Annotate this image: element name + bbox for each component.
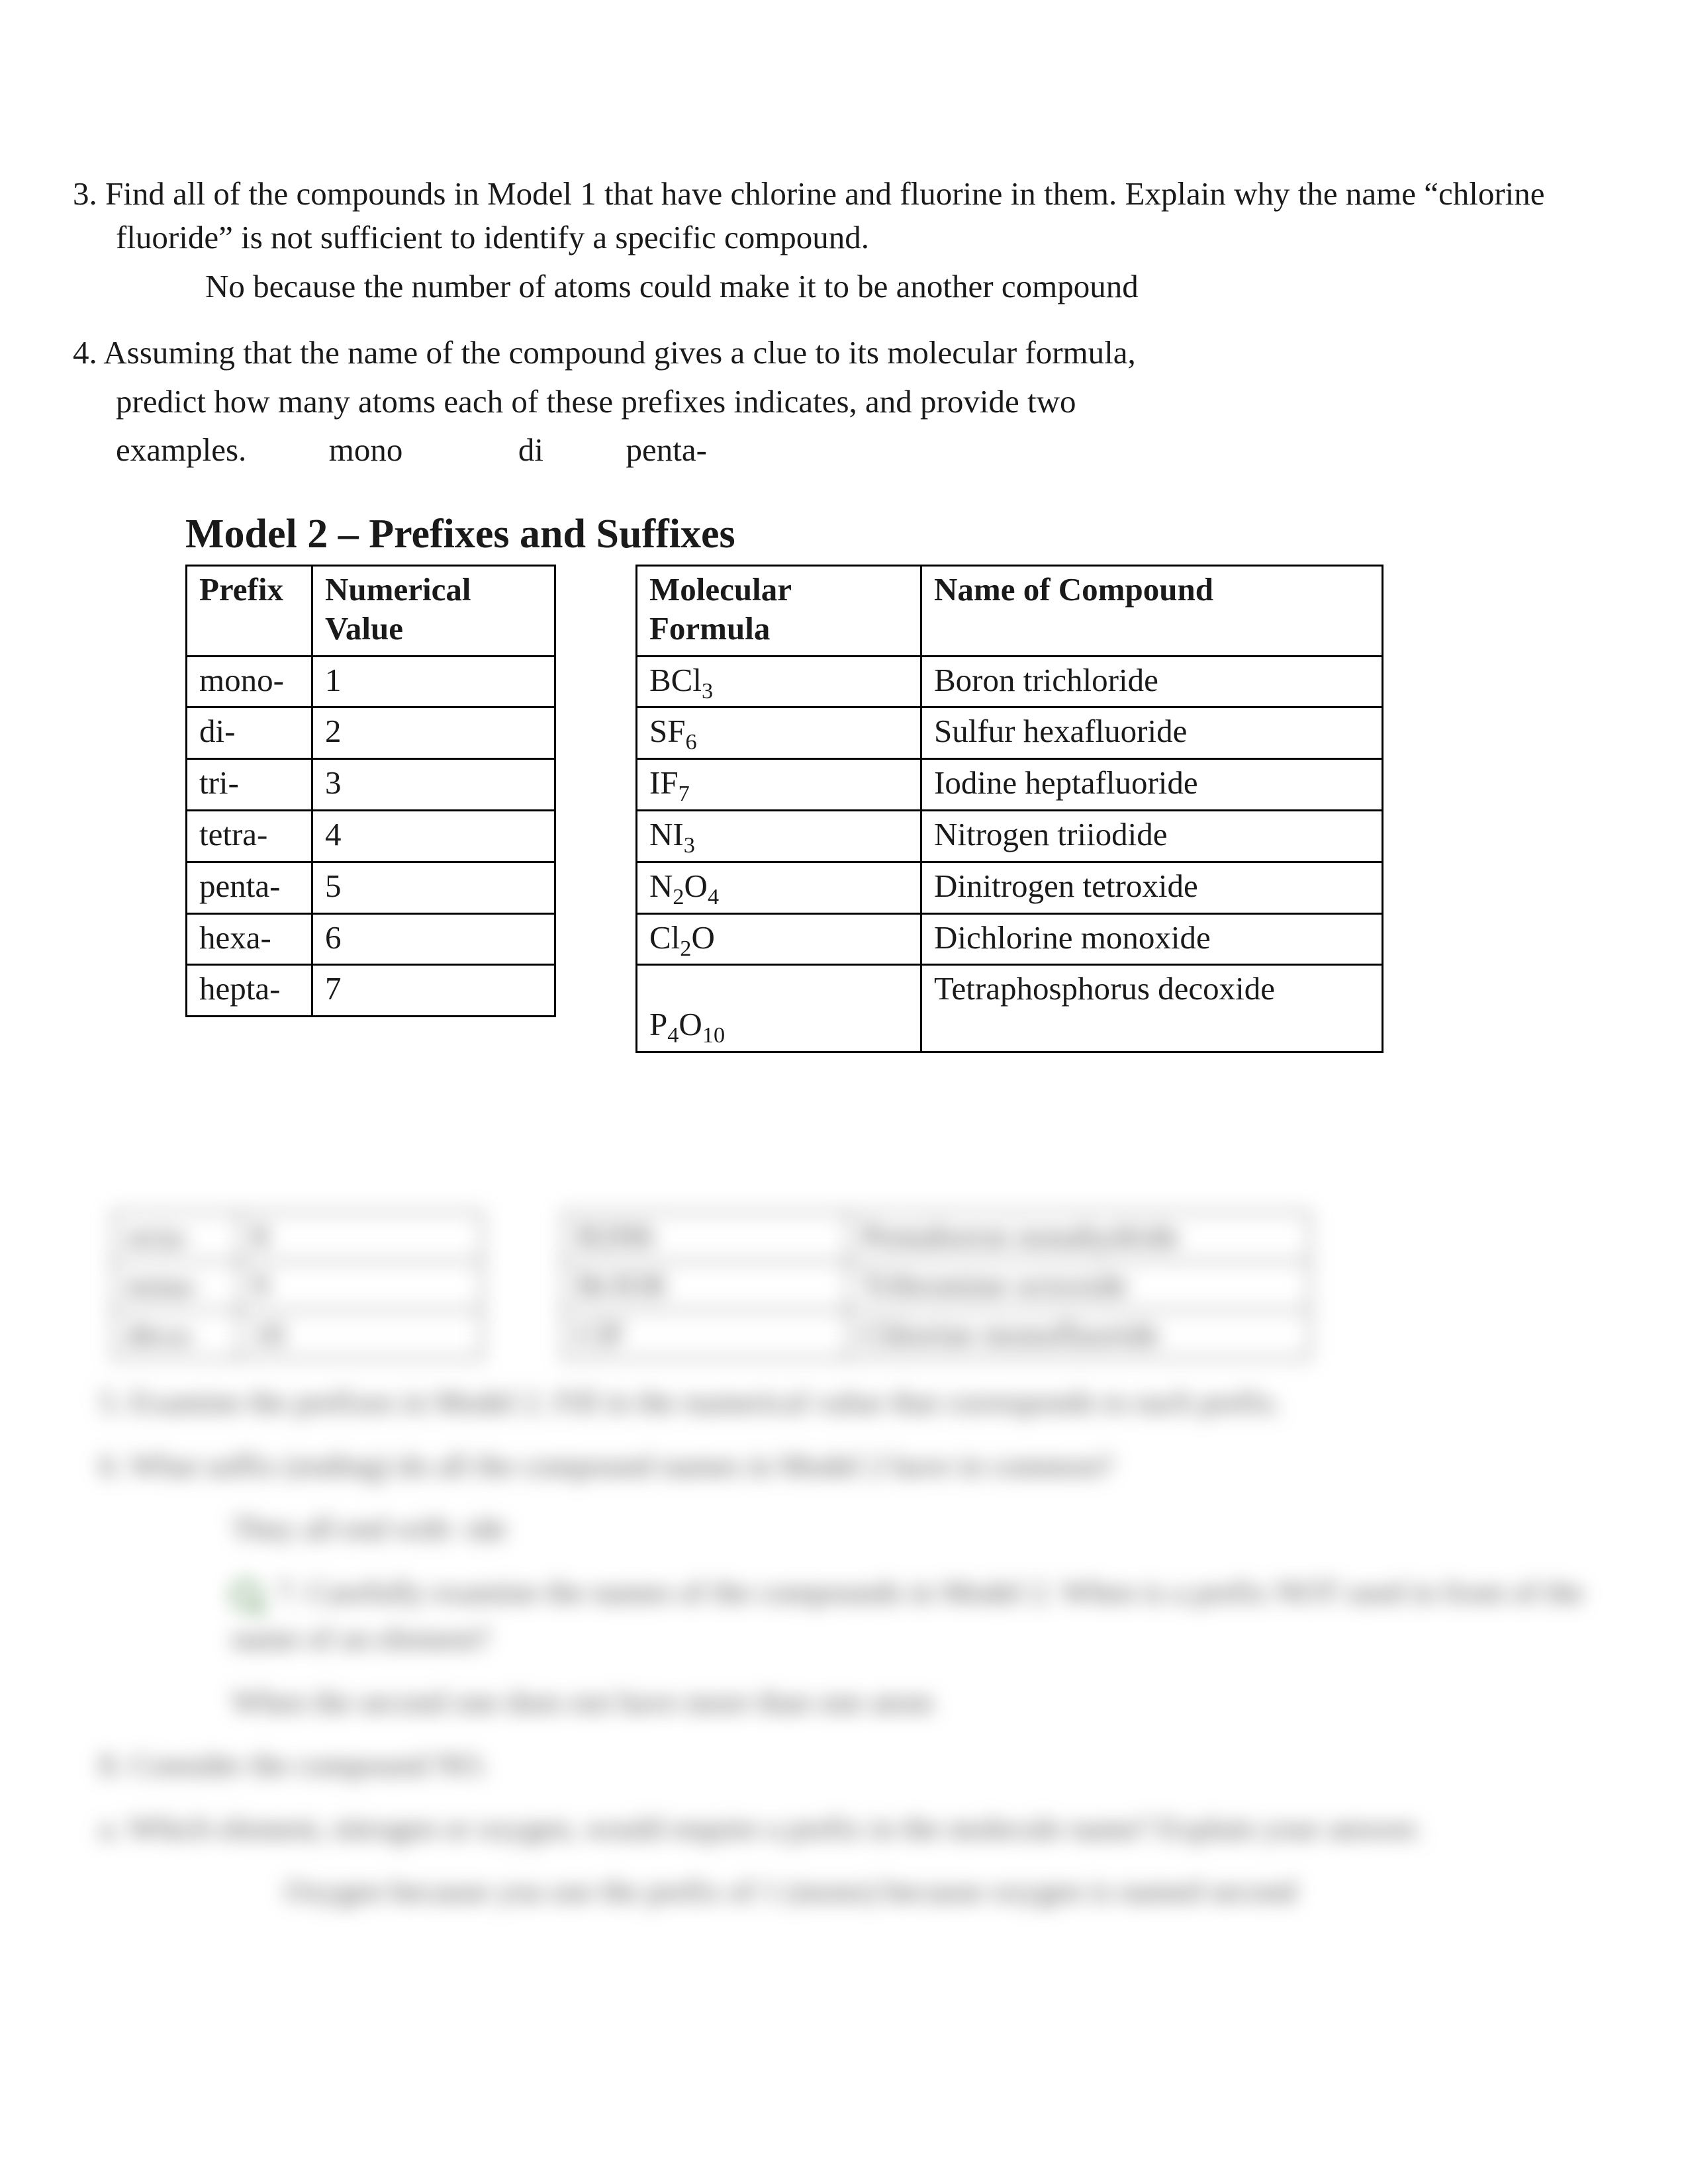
name-cell: Dichlorine monoxide (921, 913, 1383, 965)
blur-cell: 10 (240, 1310, 483, 1359)
question-3: 3. Find all of the compounds in Model 1 … (73, 172, 1615, 308)
blur-line-8ans: Oxygen because you use the prefix of 1 (… (99, 1868, 1615, 1915)
blur-line-5: 5. Examine the prefixes in Model 2. Fill… (99, 1379, 1615, 1426)
q3-body: Find all of the compounds in Model 1 tha… (105, 175, 1545, 255)
table-row: BCl3Boron trichloride (637, 656, 1383, 707)
formula-cell: P4O10 (637, 965, 921, 1052)
blur-cell: octa- (114, 1212, 240, 1261)
formula-cell: SF6 (637, 707, 921, 759)
prefix-header-2: Numerical Value (312, 565, 555, 656)
value-cell: 5 (312, 862, 555, 913)
formula-cell: IF7 (637, 759, 921, 811)
name-cell: Iodine heptafluoride (921, 759, 1383, 811)
blur-line-7-text: 7. Carefully examine the names of the co… (232, 1575, 1583, 1657)
table-row: penta-5 (187, 862, 555, 913)
blur-cell: 8 (240, 1212, 483, 1261)
blurred-preview: octa-8nona-9deca-10 B2H6Pentaboron nonah… (0, 1211, 1688, 1932)
q4-number: 4. (73, 334, 97, 371)
blur-cell: nona- (114, 1261, 240, 1310)
table-row: nona-9 (114, 1261, 483, 1310)
q4-l1: Assuming that the name of the compound g… (103, 334, 1135, 371)
compound-table-header-row: Molecular Formula Name of Compound (637, 565, 1383, 656)
name-cell: Tetraphosphorus decoxide (921, 965, 1383, 1052)
blur-cell: Br3O8 (564, 1261, 849, 1310)
blur-cell: ClF (564, 1310, 849, 1359)
blur-cell: Pentaboron nonahydride (849, 1212, 1310, 1261)
blur-cell: deca- (114, 1310, 240, 1359)
table-row: SF6Sulfur hexafluoride (637, 707, 1383, 759)
prefix-cell: hepta- (187, 965, 312, 1017)
blurred-compound-table: B2H6Pentaboron nonahydrideBr3O8Tribromin… (563, 1211, 1311, 1359)
table-row: P4O10Tetraphosphorus decoxide (637, 965, 1383, 1052)
blur-cell: B2H6 (564, 1212, 849, 1261)
value-cell: 3 (312, 759, 555, 811)
name-cell: Nitrogen triiodide (921, 810, 1383, 862)
blur-line-8: 8. Consider the compound NO. (99, 1742, 1615, 1789)
value-cell: 6 (312, 913, 555, 965)
table-row: Br3O8Tribromine octoxide (564, 1261, 1310, 1310)
q4-lead: examples. (116, 432, 246, 468)
blur-line-7: 7. Carefully examine the names of the co… (99, 1569, 1615, 1662)
table-row: di-2 (187, 707, 555, 759)
q3-number: 3. (73, 175, 97, 212)
table-row: tri-3 (187, 759, 555, 811)
value-cell: 1 (312, 656, 555, 707)
q4-p2: di (518, 432, 543, 468)
magnifier-icon (232, 1580, 261, 1610)
table-row: B2H6Pentaboron nonahydride (564, 1212, 1310, 1261)
prefix-cell: tri- (187, 759, 312, 811)
formula-cell: NI3 (637, 810, 921, 862)
blur-line-7a: When the second one does not have more t… (99, 1679, 1615, 1726)
prefix-cell: tetra- (187, 810, 312, 862)
table-row: N2O4Dinitrogen tetroxide (637, 862, 1383, 913)
prefix-table-header-row: Prefix Numerical Value (187, 565, 555, 656)
table-row: deca-10 (114, 1310, 483, 1359)
prefix-cell: mono- (187, 656, 312, 707)
blur-cell: Tribromine octoxide (849, 1261, 1310, 1310)
blur-line-6a: They all end with -ide (99, 1506, 1615, 1553)
table-row: mono-1 (187, 656, 555, 707)
name-cell: Boron trichloride (921, 656, 1383, 707)
value-cell: 7 (312, 965, 555, 1017)
table-row: tetra-4 (187, 810, 555, 862)
prefix-cell: di- (187, 707, 312, 759)
blur-line-6: 6. What suffix (ending) do all the compo… (99, 1443, 1615, 1490)
blurred-prefix-table: octa-8nona-9deca-10 (113, 1211, 483, 1359)
q4-p3: penta- (626, 432, 707, 468)
blur-cell: 9 (240, 1261, 483, 1310)
value-cell: 2 (312, 707, 555, 759)
prefix-cell: hexa- (187, 913, 312, 965)
model2-heading: Model 2 – Prefixes and Suffixes (73, 511, 1615, 558)
formula-cell: BCl3 (637, 656, 921, 707)
compound-header-2: Name of Compound (921, 565, 1383, 656)
blur-line-8a: a. Which element, nitrogen or oxygen, wo… (99, 1805, 1615, 1852)
question-3-text: 3. Find all of the compounds in Model 1 … (73, 172, 1615, 259)
value-cell: 4 (312, 810, 555, 862)
question-4-line3: examples. mono di penta- (73, 426, 1615, 475)
formula-cell: N2O4 (637, 862, 921, 913)
tables-container: Prefix Numerical Value mono-1di-2tri-3te… (73, 565, 1615, 1053)
compound-table: Molecular Formula Name of Compound BCl3B… (635, 565, 1383, 1053)
question-4-line2: predict how many atoms each of these pre… (73, 377, 1615, 426)
prefix-cell: penta- (187, 862, 312, 913)
table-row: IF7Iodine heptafluoride (637, 759, 1383, 811)
table-row: hepta-7 (187, 965, 555, 1017)
prefix-table: Prefix Numerical Value mono-1di-2tri-3te… (185, 565, 556, 1017)
question-4: 4. Assuming that the name of the compoun… (73, 328, 1615, 475)
table-row: octa-8 (114, 1212, 483, 1261)
blur-cell: Chlorine monofluoride (849, 1310, 1310, 1359)
name-cell: Sulfur hexafluoride (921, 707, 1383, 759)
formula-cell: Cl2O (637, 913, 921, 965)
name-cell: Dinitrogen tetroxide (921, 862, 1383, 913)
table-row: NI3Nitrogen triiodide (637, 810, 1383, 862)
compound-header-1: Molecular Formula (637, 565, 921, 656)
table-row: hexa-6 (187, 913, 555, 965)
prefix-header-1: Prefix (187, 565, 312, 656)
table-row: ClFChlorine monofluoride (564, 1310, 1310, 1359)
question-4-line1: 4. Assuming that the name of the compoun… (73, 328, 1615, 377)
table-row: Cl2ODichlorine monoxide (637, 913, 1383, 965)
q4-p1: mono (329, 432, 403, 468)
question-3-answer: No because the number of atoms could mak… (73, 265, 1615, 308)
